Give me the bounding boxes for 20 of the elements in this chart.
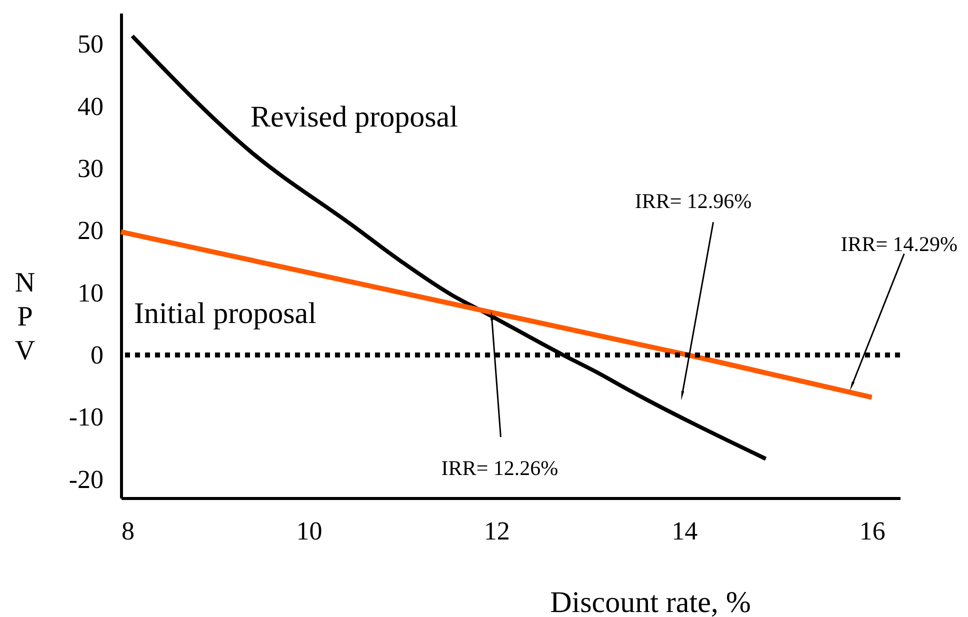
y-tick-label: 0 — [90, 340, 104, 370]
annotation: IRR= 12.26% — [441, 456, 558, 480]
x-axis-title: Discount rate, % — [550, 586, 751, 617]
x-tick-label: 14 — [672, 516, 698, 546]
y-tick-label: 10 — [78, 278, 104, 308]
series-label: Revised proposal — [250, 100, 458, 134]
y-tick-label: 30 — [78, 154, 104, 183]
annotation: IRR= 12.96% — [634, 189, 752, 214]
x-tick-label: 8 — [122, 516, 134, 546]
y-tick-label: -20 — [68, 464, 104, 494]
y-tick-label: -10 — [68, 402, 104, 432]
x-tick-label: 16 — [859, 516, 886, 546]
y-tick-label: 20 — [78, 216, 104, 246]
x-tick-label: 10 — [296, 516, 322, 546]
series-label: Initial proposal — [134, 296, 316, 330]
y-axis-title: NPV — [14, 268, 36, 366]
y-tick-label: 50 — [78, 30, 104, 59]
annotation: IRR= 14.29% — [840, 232, 958, 256]
x-tick-label: 12 — [484, 516, 510, 546]
y-tick-label: 40 — [78, 92, 104, 121]
